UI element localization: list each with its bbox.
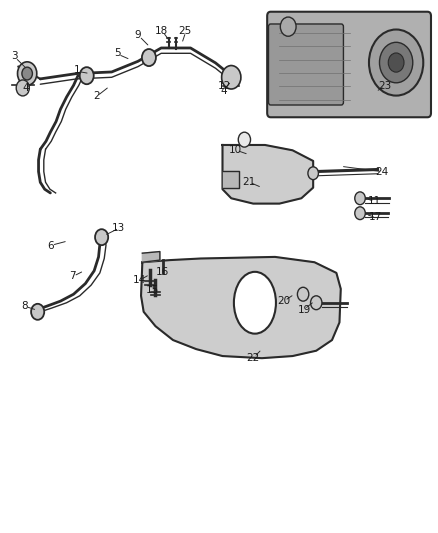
Text: 22: 22 (247, 353, 260, 363)
Text: 17: 17 (369, 213, 382, 222)
Text: 24: 24 (375, 167, 389, 176)
Text: 13: 13 (112, 223, 125, 233)
Text: 25: 25 (178, 26, 191, 36)
Circle shape (280, 17, 296, 36)
Text: 11: 11 (368, 197, 381, 206)
Text: 9: 9 (134, 30, 141, 39)
Text: 15: 15 (146, 286, 159, 295)
Text: 16: 16 (156, 267, 170, 277)
Text: 20: 20 (277, 296, 290, 306)
Text: 23: 23 (378, 82, 391, 91)
Circle shape (379, 42, 413, 83)
Circle shape (222, 66, 241, 89)
Circle shape (80, 67, 94, 84)
Circle shape (95, 229, 108, 245)
Text: 5: 5 (114, 49, 121, 58)
FancyBboxPatch shape (267, 12, 431, 117)
Text: 8: 8 (21, 302, 28, 311)
Text: 4: 4 (220, 86, 227, 95)
Text: 4: 4 (22, 83, 29, 93)
Circle shape (388, 53, 404, 72)
Text: 1: 1 (73, 66, 80, 75)
Polygon shape (141, 257, 341, 358)
Circle shape (22, 67, 32, 80)
Polygon shape (223, 171, 239, 188)
Polygon shape (142, 252, 160, 262)
Circle shape (355, 192, 365, 205)
Circle shape (355, 207, 365, 220)
Text: 18: 18 (155, 26, 168, 36)
Text: 2: 2 (93, 91, 100, 101)
Text: 19: 19 (298, 305, 311, 315)
Text: 6: 6 (47, 241, 54, 251)
Circle shape (18, 62, 37, 85)
Text: 7: 7 (69, 271, 76, 281)
Text: 21: 21 (242, 177, 255, 187)
Circle shape (31, 304, 44, 320)
Circle shape (16, 80, 29, 96)
Circle shape (369, 29, 423, 95)
FancyBboxPatch shape (268, 24, 343, 105)
Ellipse shape (234, 272, 276, 334)
Circle shape (297, 287, 309, 301)
Circle shape (311, 296, 322, 310)
Text: 10: 10 (229, 146, 242, 155)
Text: 14: 14 (133, 275, 146, 285)
Circle shape (238, 132, 251, 147)
Circle shape (308, 167, 318, 180)
Text: 12: 12 (218, 82, 231, 91)
Text: 3: 3 (11, 51, 18, 61)
Polygon shape (223, 145, 313, 204)
Circle shape (142, 49, 156, 66)
